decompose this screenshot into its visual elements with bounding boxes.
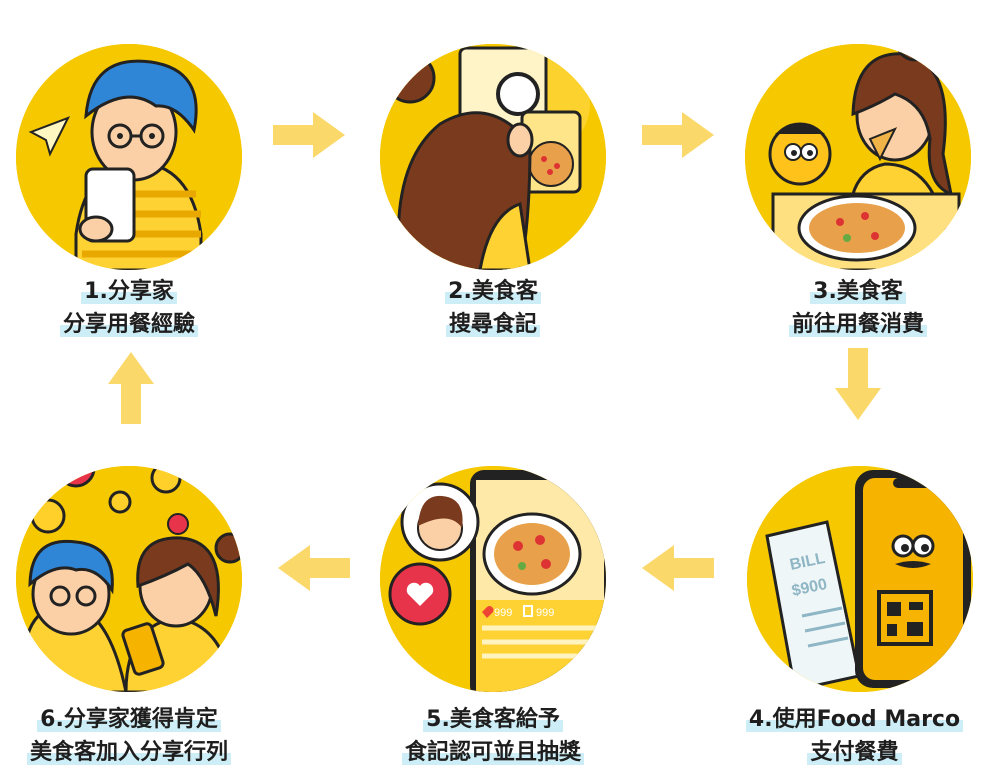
step-6-label: 6.分享家獲得肯定 美食客加入分享行列 xyxy=(0,703,258,769)
step-1-title: 1.分享家 xyxy=(81,279,177,304)
arrow-left-icon xyxy=(642,545,714,591)
arrow-left-icon xyxy=(278,545,350,591)
step-3-title: 3.美食客 xyxy=(810,279,906,304)
magnifier-icon xyxy=(496,72,540,116)
step-4-desc: 支付餐費 xyxy=(807,740,902,765)
step-3-desc: 前往用餐消費 xyxy=(788,312,927,337)
phone-icon xyxy=(121,622,165,676)
step-4-illustration: BILL $900 xyxy=(747,466,973,692)
step-5-title: 5.美食客給予 xyxy=(423,707,563,732)
paper-plane-icon xyxy=(28,116,71,157)
arrow-down-icon xyxy=(835,348,881,420)
save-count: 999 xyxy=(536,607,554,619)
step-4-title: 4.使用Food Marco xyxy=(745,707,964,732)
step-5-desc: 食記認可並且抽獎 xyxy=(401,740,584,765)
arrow-right-icon xyxy=(273,112,345,158)
step-1-desc: 分享用餐經驗 xyxy=(59,312,198,337)
like-count: 999 xyxy=(494,607,512,619)
step-5-illustration: 999 999 xyxy=(380,466,606,692)
heart-badge-icon xyxy=(167,513,189,535)
step-5-label: 5.美食客給予 食記認可並且抽獎 xyxy=(374,703,612,769)
coin-icon xyxy=(30,498,66,534)
save-icon xyxy=(523,605,533,617)
step-4-label: 4.使用Food Marco 支付餐費 xyxy=(720,703,989,769)
step-6-desc: 美食客加入分享行列 xyxy=(26,740,231,765)
step-2-label: 2.美食客 搜尋食記 xyxy=(374,275,612,341)
step-6-illustration xyxy=(16,466,242,692)
like-icon xyxy=(482,606,494,618)
arrow-up-icon xyxy=(108,352,154,424)
coin-icon xyxy=(150,466,182,494)
step-6-title: 6.分享家獲得肯定 xyxy=(37,707,221,732)
step-2-title: 2.美食客 xyxy=(445,279,541,304)
step-3-label: 3.美食客 前往用餐消費 xyxy=(739,275,977,341)
pizza-icon xyxy=(528,141,574,187)
step-2-desc: 搜尋食記 xyxy=(445,312,540,337)
step-1-label: 1.分享家 分享用餐經驗 xyxy=(10,275,248,341)
heart-icon xyxy=(406,582,434,606)
step-2-illustration xyxy=(380,44,606,270)
pizza-slice-icon xyxy=(868,127,898,162)
coin-icon xyxy=(108,490,132,514)
step-1-illustration xyxy=(16,44,242,270)
step-3-illustration xyxy=(745,44,971,270)
arrow-right-icon xyxy=(642,112,714,158)
qr-code-icon xyxy=(877,590,933,646)
